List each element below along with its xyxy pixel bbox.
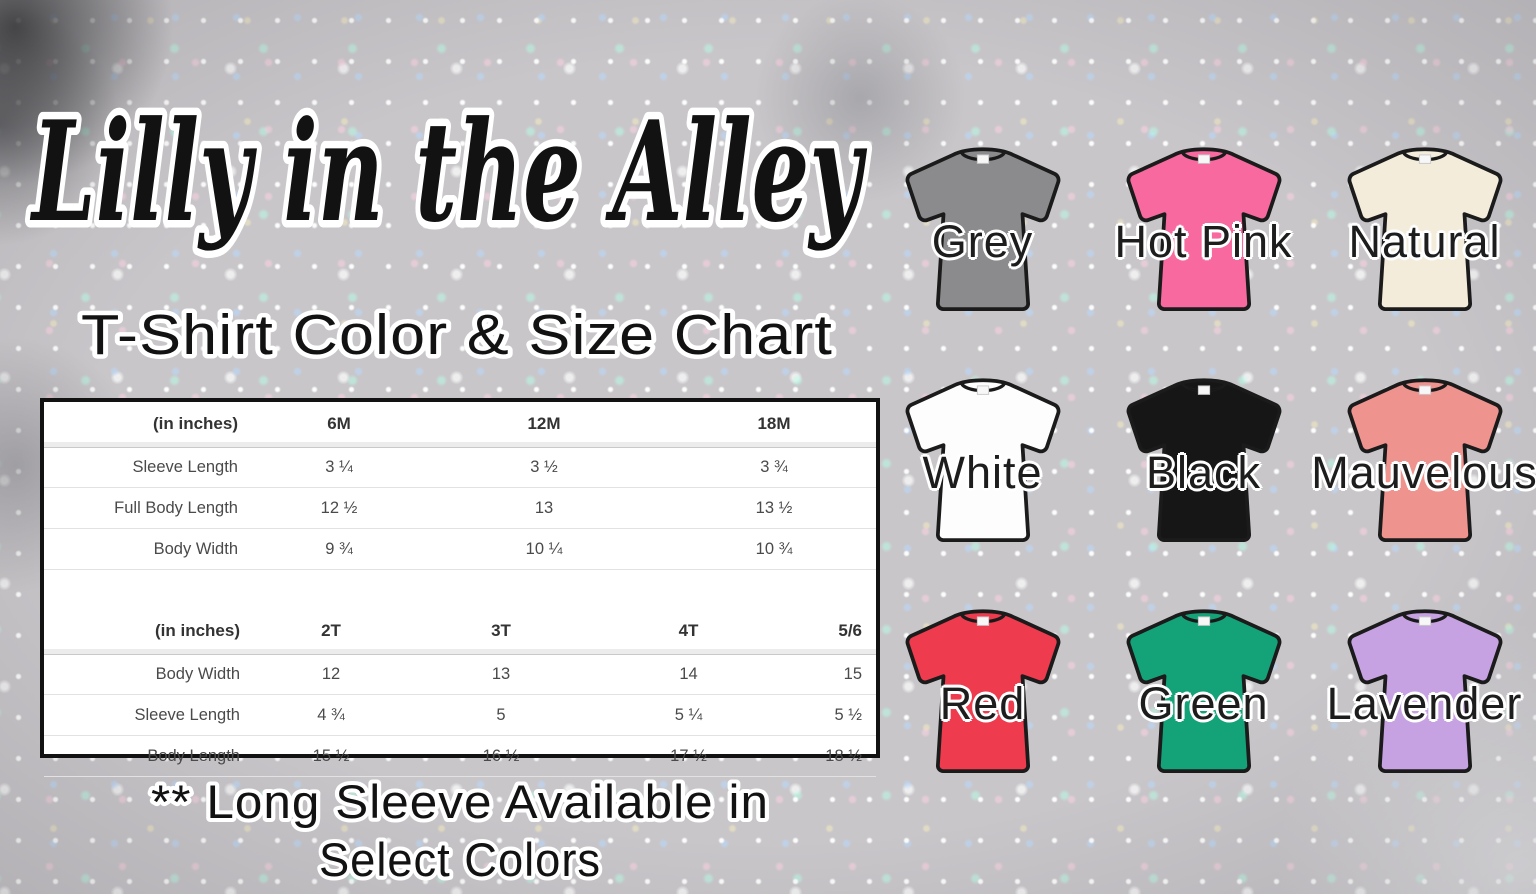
size-value-cell: 17 ½ <box>670 746 707 765</box>
tshirt-color-label: Green <box>1138 678 1269 729</box>
tshirt-icon <box>905 609 1060 773</box>
size-value-cell: 15 ½ <box>312 746 350 765</box>
tshirt-icon <box>905 378 1060 542</box>
tshirt-icon <box>1126 378 1281 542</box>
tshirt-icon <box>1347 609 1502 773</box>
tshirt-swatch-black: Black <box>1093 361 1314 592</box>
size-row-label: Body Length <box>147 746 240 765</box>
tshirt-color-label: Mauvelous <box>1311 447 1536 498</box>
size-value-cell: 10 ¼ <box>525 539 563 558</box>
size-row-label: Full Body Length <box>114 498 238 517</box>
tshirt-icon <box>1347 378 1502 542</box>
size-value-cell: 15 <box>843 664 862 683</box>
tshirt-color-label: Red <box>939 678 1026 729</box>
tshirt-color-label: Grey <box>931 216 1034 267</box>
page-subtitle: T-Shirt Color & Size Chart <box>77 299 837 372</box>
size-value-cell: 10 ¾ <box>755 539 793 558</box>
tshirt-swatch-grey: Grey <box>872 130 1093 361</box>
long-sleeve-note-line2: Select Colors <box>319 833 601 886</box>
size-chart-row: Sleeve Length 4 ¾ 5 5 ¼ 5 ½ <box>44 695 876 736</box>
tshirt-swatch-natural: Natural <box>1314 130 1535 361</box>
size-chart-row: Full Body Length 12 ½ 13 13 ½ <box>44 488 876 529</box>
long-sleeve-note-line1: ** Long Sleeve Available in <box>151 775 769 828</box>
size-value-cell: 3 ½ <box>530 457 558 476</box>
size-chart-header-cell: 18M <box>757 413 791 433</box>
tshirt-swatch-white: White <box>872 361 1093 592</box>
size-chart-row: Body Width 9 ¾ 10 ¼ 10 ¾ <box>44 529 876 570</box>
size-chart-section-gap <box>44 570 876 612</box>
size-chart-infant-section: (in inches) 6M 12M 18M Sleeve Length 3 ¼ 3 ½ 3 … <box>44 405 876 570</box>
size-chart-header-cell: 3T <box>491 620 511 640</box>
size-value-cell: 12 ½ <box>320 498 358 517</box>
size-chart-header-cell: (in inches) <box>154 620 240 640</box>
size-value-cell: 14 <box>679 664 698 683</box>
size-value-cell: 3 ¼ <box>325 457 353 476</box>
size-value-cell: 5 <box>496 705 506 724</box>
size-value-cell: 18 ½ <box>825 746 862 765</box>
tshirt-swatch-mauvelous: Mauvelous <box>1311 361 1536 592</box>
page-subtitle-text: T-Shirt Color & Size Chart <box>81 303 833 367</box>
tshirt-icon <box>1347 147 1502 311</box>
size-chart-header-cell: (in inches) <box>152 413 238 433</box>
size-chart-header-cell: 12M <box>527 413 561 433</box>
size-chart-header-cell: 6M <box>327 413 351 433</box>
size-row-label: Body Width <box>155 664 240 683</box>
size-row-label: Sleeve Length <box>132 457 238 476</box>
size-chart-header-cell: 2T <box>321 620 341 640</box>
size-value-cell: 13 <box>491 664 511 683</box>
size-value-cell: 12 <box>321 664 341 683</box>
tshirt-grid: Grey Hot Pink Natural White Black Mauvel… <box>872 130 1536 830</box>
tshirt-icon <box>905 147 1060 311</box>
tshirt-color-label: White <box>922 447 1043 498</box>
size-chart-row: Body Length 15 ½ 16 ½ 17 ½ 18 ½ <box>44 736 876 777</box>
brand-logo: Lilly in the Alley <box>22 83 875 261</box>
tshirt-swatch-hot-pink: Hot Pink <box>1093 130 1314 361</box>
size-value-cell: 5 ¼ <box>674 705 703 724</box>
brand-logo-text: Lilly in the Alley <box>29 90 867 253</box>
size-chart-row: Sleeve Length 3 ¼ 3 ½ 3 ¾ <box>44 447 876 488</box>
size-row-label: Body Width <box>153 539 238 558</box>
size-chart: (in inches) 6M 12M 18M Sleeve Length 3 ¼ 3 ½ 3 … <box>40 398 880 777</box>
size-chart-row: Body Width 12 13 14 15 <box>44 654 876 695</box>
size-chart-header-row: (in inches) 2T 3T 4T 5/6 <box>44 612 876 654</box>
tshirt-swatch-green: Green <box>1093 592 1314 823</box>
tshirt-icon <box>1126 147 1281 311</box>
size-chart-header-cell: 5/6 <box>838 620 862 640</box>
size-chart-header-row: (in inches) 6M 12M 18M <box>44 405 876 447</box>
tshirt-swatch-red: Red <box>872 592 1093 823</box>
size-row-label: Sleeve Length <box>134 705 240 724</box>
tshirt-color-label: Lavender <box>1326 678 1523 729</box>
size-chart-toddler-section: (in inches) 2T 3T 4T 5/6 Body Width 12 13 14 15 Sl… <box>44 612 876 777</box>
size-value-cell: 4 ¾ <box>317 705 345 724</box>
long-sleeve-note: ** Long Sleeve Available in Select Color… <box>147 772 772 890</box>
size-value-cell: 13 ½ <box>755 498 793 517</box>
size-value-cell: 5 ½ <box>834 705 862 724</box>
size-value-cell: 9 ¾ <box>325 539 353 558</box>
tshirt-color-label: Black <box>1145 447 1262 498</box>
tshirt-icon <box>1126 609 1281 773</box>
size-value-cell: 16 ½ <box>482 746 520 765</box>
tshirt-swatch-lavender: Lavender <box>1314 592 1535 823</box>
tshirt-color-label: Natural <box>1348 216 1501 267</box>
size-chart-header-cell: 4T <box>678 620 699 640</box>
size-value-cell: 3 ¾ <box>760 457 788 476</box>
tshirt-color-label: Hot Pink <box>1114 216 1293 267</box>
size-value-cell: 13 <box>534 498 554 517</box>
